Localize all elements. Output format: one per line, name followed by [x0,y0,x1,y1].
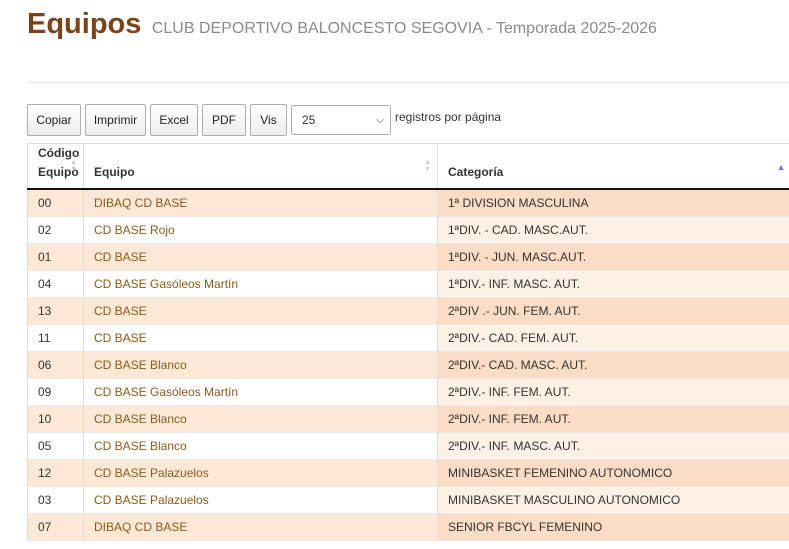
team-code-cell: 10 [27,405,84,433]
page-header: Equipos CLUB DEPORTIVO BALONCESTO SEGOVI… [27,8,657,41]
excel-button[interactable]: Excel [150,104,198,136]
team-name-link[interactable]: CD BASE Palazuelos [83,486,438,514]
category-cell: 1ªDIV. - CAD. MASC.AUT. [437,216,789,244]
table-toolbar: Copiar Imprimir Excel PDF Vis 25 ⌵ regis… [27,104,501,136]
table-header-row: Código Equipo ▲ ▼ Equipo ▲ ▼ Categoría ▲ [27,143,789,190]
team-code-cell: 02 [27,216,84,244]
column-header-team[interactable]: Equipo ▲ ▼ [83,143,438,190]
category-cell: MINIBASKET FEMENINO AUTONOMICO [437,459,789,487]
team-code-cell: 03 [27,486,84,514]
page-length-label: registros por página [395,110,502,124]
category-cell: 2ªDIV.- INF. FEM. AUT. [437,405,789,433]
team-name-link[interactable]: CD BASE Blanco [83,432,438,460]
table-row: 00 DIBAQ CD BASE 1ª DIVISION MASCULINA [27,189,789,217]
column-header-code[interactable]: Código Equipo ▲ ▼ [27,143,84,190]
category-cell: 2ªDIV .- JUN. FEM. AUT. [437,297,789,325]
category-cell: 2ªDIV.- INF. MASC. AUT. [437,432,789,460]
team-name-link[interactable]: CD BASE [83,324,438,352]
team-code-cell: 12 [27,459,84,487]
table-row: 04 CD BASE Gasóleos Martín 1ªDIV.- INF. MA… [27,270,789,298]
team-name-link[interactable]: CD BASE Palazuelos [83,459,438,487]
category-cell: 1ª DIVISION MASCULINA [437,189,789,217]
teams-table: Código Equipo ▲ ▼ Equipo ▲ ▼ Categoría ▲ 0… [27,143,789,541]
page-length-value: 25 [302,113,316,127]
team-name-link[interactable]: DIBAQ CD BASE [83,189,438,217]
category-cell: 1ªDIV.- INF. MASC. AUT. [437,270,789,298]
team-code-cell: 04 [27,270,84,298]
table-row: 11 CD BASE 2ªDIV.- CAD. FEM. AUT. [27,324,789,352]
category-cell: MINIBASKET MASCULINO AUTONOMICO [437,486,789,514]
team-name-link[interactable]: CD BASE [83,297,438,325]
pdf-button[interactable]: PDF [202,104,246,136]
column-visibility-button[interactable]: Vis [250,104,287,136]
team-name-link[interactable]: CD BASE Gasóleos Martín [83,378,438,406]
team-name-link[interactable]: CD BASE [83,243,438,271]
table-row: 05 CD BASE Blanco 2ªDIV.- INF. MASC. AUT. [27,432,789,460]
team-code-cell: 00 [27,189,84,217]
table-row: 03 CD BASE Palazuelos MINIBASKET MASCULINO… [27,486,789,514]
team-name-link[interactable]: CD BASE Gasóleos Martín [83,270,438,298]
category-cell: 2ªDIV.- CAD. MASC. AUT. [437,351,789,379]
table-row: 07 DIBAQ CD BASE SENIOR FBCYL FEMENINO [27,513,789,541]
team-code-cell: 09 [27,378,84,406]
team-name-link[interactable]: CD BASE Blanco [83,405,438,433]
category-cell: 1ªDIV. - JUN. MASC.AUT. [437,243,789,271]
copy-button[interactable]: Copiar [27,104,81,136]
team-code-cell: 06 [27,351,84,379]
page-title: Equipos [27,8,142,40]
sort-icon: ▲ ▼ [70,159,77,173]
column-header-category[interactable]: Categoría ▲ [437,143,789,190]
print-button[interactable]: Imprimir [85,104,146,136]
team-code-cell: 07 [27,513,84,541]
table-row: 12 CD BASE Palazuelos MINIBASKET FEMENINO … [27,459,789,487]
team-code-cell: 01 [27,243,84,271]
page-subtitle: CLUB DEPORTIVO BALONCESTO SEGOVIA - Temp… [151,20,657,37]
team-name-link[interactable]: CD BASE Rojo [83,216,438,244]
table-row: 02 CD BASE Rojo 1ªDIV. - CAD. MASC.AUT. [27,216,789,244]
team-name-link[interactable]: CD BASE Blanco [83,351,438,379]
table-row: 09 CD BASE Gasóleos Martín 2ªDIV.- INF. FE… [27,378,789,406]
category-cell: 2ªDIV.- CAD. FEM. AUT. [437,324,789,352]
page-length-select[interactable]: 25 ⌵ [291,105,391,135]
table-row: 13 CD BASE 2ªDIV .- JUN. FEM. AUT. [27,297,789,325]
sort-icon: ▲ ▼ [424,159,431,173]
category-cell: 2ªDIV.- INF. FEM. AUT. [437,378,789,406]
table-row: 10 CD BASE Blanco 2ªDIV.- INF. FEM. AUT. [27,405,789,433]
header-divider [27,82,789,83]
chevron-down-icon: ⌵ [376,114,384,126]
team-code-cell: 11 [27,324,84,352]
team-name-link[interactable]: DIBAQ CD BASE [83,513,438,541]
sort-ascending-icon: ▲ [776,162,786,172]
table-row: 01 CD BASE 1ªDIV. - JUN. MASC.AUT. [27,243,789,271]
category-cell: SENIOR FBCYL FEMENINO [437,513,789,541]
team-code-cell: 05 [27,432,84,460]
table-row: 06 CD BASE Blanco 2ªDIV.- CAD. MASC. AUT. [27,351,789,379]
team-code-cell: 13 [27,297,84,325]
